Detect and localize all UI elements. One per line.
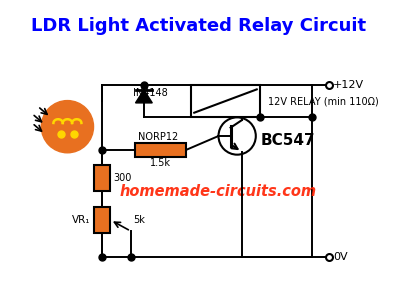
- Text: VR₁: VR₁: [72, 215, 91, 225]
- Bar: [191, 85, 260, 117]
- Text: 1.5k: 1.5k: [150, 158, 171, 168]
- Text: 300: 300: [113, 173, 131, 183]
- Circle shape: [219, 117, 256, 155]
- Text: 0V: 0V: [333, 252, 348, 262]
- Bar: [94, 165, 110, 191]
- Text: homemade-circuits.com: homemade-circuits.com: [120, 184, 317, 200]
- Text: 12V RELAY (min 110Ω): 12V RELAY (min 110Ω): [268, 96, 378, 106]
- Bar: [135, 143, 186, 157]
- Text: IN4148: IN4148: [133, 88, 168, 98]
- Polygon shape: [135, 90, 152, 103]
- Text: NORP12: NORP12: [138, 132, 179, 142]
- Text: LDR Light Activated Relay Circuit: LDR Light Activated Relay Circuit: [31, 16, 367, 34]
- Text: 5k: 5k: [134, 215, 146, 225]
- Circle shape: [41, 100, 94, 153]
- Text: BC547: BC547: [260, 133, 315, 148]
- Bar: [94, 207, 110, 233]
- Text: +12V: +12V: [333, 80, 364, 90]
